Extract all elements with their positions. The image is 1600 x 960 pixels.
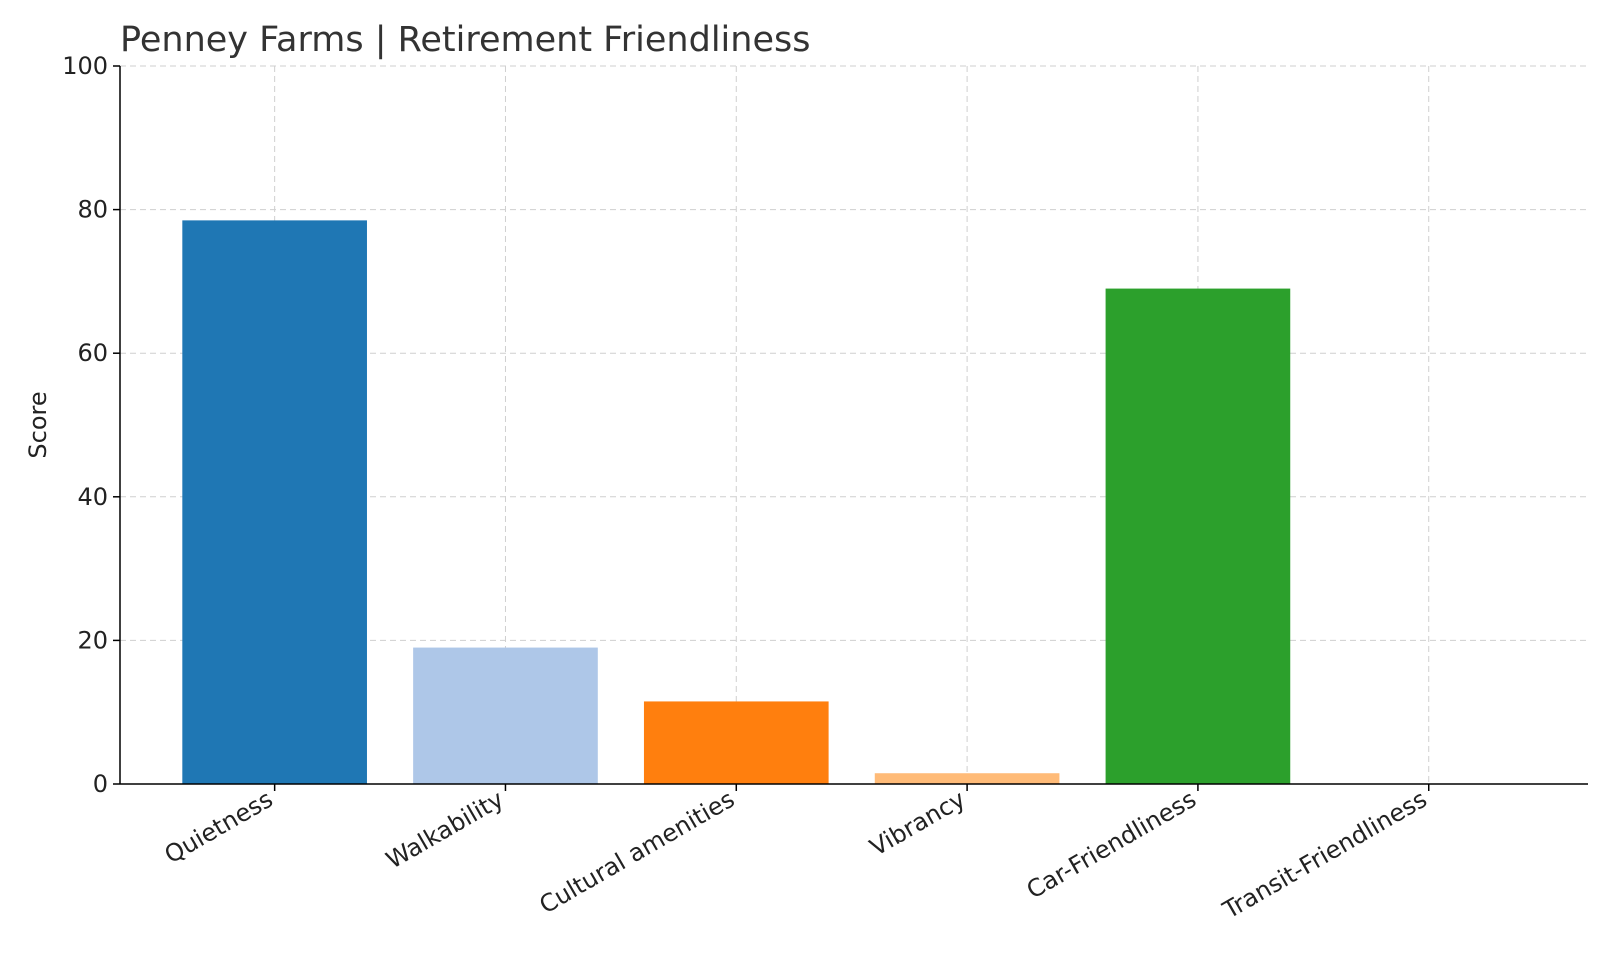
y-axis-label: Score xyxy=(24,391,52,458)
x-tick-label: Car-Friendliness xyxy=(1022,785,1201,905)
y-tick-label: 60 xyxy=(77,339,108,367)
axes xyxy=(119,66,1588,785)
y-tick-label: 20 xyxy=(77,626,108,654)
bar-walkability xyxy=(413,647,598,784)
bar-quietness xyxy=(182,220,367,784)
x-tick-label: Transit-Friendliness xyxy=(1217,785,1431,925)
x-tick-label: Quietness xyxy=(160,785,278,869)
y-tick-label: 100 xyxy=(62,52,108,80)
bar-cultural-amenities xyxy=(643,701,829,784)
y-tick-label: 80 xyxy=(77,196,108,224)
bar-vibrancy xyxy=(874,773,1060,784)
chart-title: Penney Farms | Retirement Friendliness xyxy=(120,20,810,60)
y-tick-label: 40 xyxy=(77,483,108,511)
x-tick-label: Vibrancy xyxy=(865,785,970,862)
x-tick-label: Cultural amenities xyxy=(535,785,740,919)
y-tick-label: 0 xyxy=(93,770,108,798)
bars xyxy=(182,220,1291,784)
x-tick-label: Walkability xyxy=(381,785,508,875)
bar-car-friendliness xyxy=(1105,288,1291,784)
